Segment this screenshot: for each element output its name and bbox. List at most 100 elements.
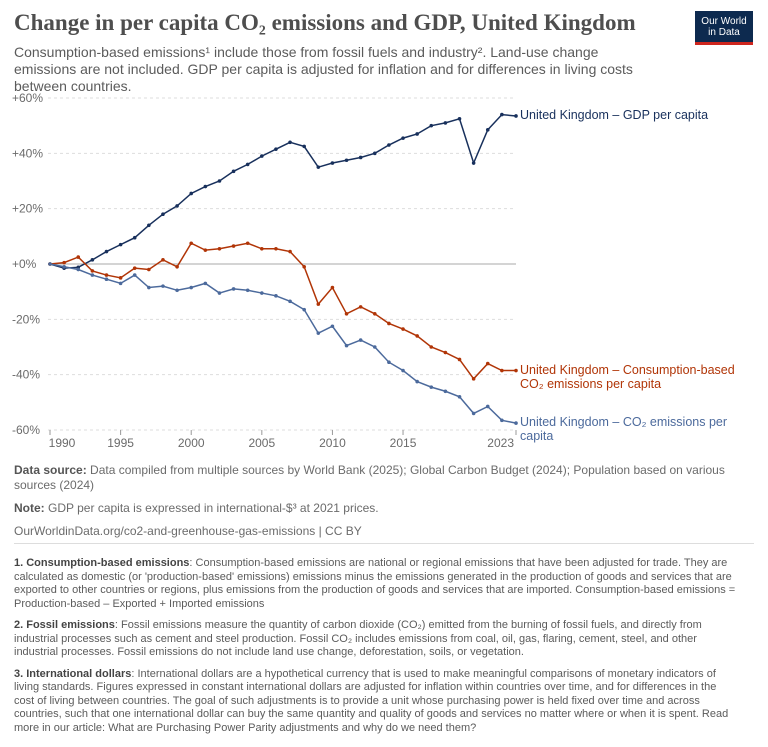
data-point (245, 241, 250, 246)
data-point (147, 223, 151, 228)
data-point (104, 277, 109, 282)
data-point (330, 324, 335, 329)
url[interactable]: OurWorldinData.org/co2-and-greenhouse-ga… (14, 524, 362, 538)
data-point (457, 116, 462, 121)
footnote: 3. International dollars: International … (14, 668, 739, 736)
data-point (203, 281, 208, 286)
data-point (90, 258, 95, 262)
data-point (161, 258, 165, 262)
x-tick-label: 2010 (319, 436, 346, 450)
data-point (500, 368, 504, 373)
data-point (457, 357, 462, 362)
series-label[interactable]: United Kingdom – Consumption-based CO₂ e… (520, 362, 735, 391)
data-point (189, 285, 194, 290)
data-point (217, 291, 222, 295)
data-point (274, 294, 278, 298)
x-tick-label: 2005 (248, 436, 275, 450)
data-point (330, 161, 335, 165)
x-tick-label: 2015 (390, 436, 417, 450)
footnote: 2. Fossil emissions: Fossil emissions me… (14, 619, 739, 660)
data-point (316, 302, 321, 306)
data-point (217, 179, 222, 183)
data-point (302, 144, 306, 149)
data-point (485, 128, 490, 132)
x-tick-label: 1990 (49, 436, 76, 450)
data-point (260, 291, 264, 295)
data-point (358, 305, 363, 309)
data-point (76, 267, 81, 272)
data-point (288, 299, 292, 304)
data-point (358, 338, 363, 342)
data-point (401, 368, 405, 373)
data-point (132, 235, 137, 240)
data-point (231, 287, 236, 291)
footnote-text: : Fossil emissions measure the quantity … (14, 619, 702, 658)
data-point (161, 212, 165, 216)
data-point (203, 248, 208, 252)
data-point (260, 154, 264, 158)
logo[interactable]: Our World in Data (695, 11, 753, 45)
data-point (147, 285, 151, 290)
data-point (429, 123, 434, 128)
y-tick-label: +40% (12, 146, 43, 160)
data-point (500, 112, 504, 117)
series-line (49, 242, 516, 380)
data-point (372, 151, 377, 156)
data-point (231, 169, 236, 174)
x-tick-label: 2000 (178, 436, 205, 450)
footnote-title: 2. Fossil emissions (14, 619, 115, 631)
y-tick-label: -20% (12, 312, 40, 326)
data-point (274, 246, 278, 251)
data-point (471, 161, 476, 165)
data-point (485, 404, 490, 409)
data-point (415, 132, 419, 136)
data-point (104, 249, 109, 254)
y-tick-label: +60% (12, 91, 43, 105)
data-point (245, 288, 250, 293)
data-point (288, 249, 292, 254)
data-point (260, 246, 264, 251)
source: Data source: Data compiled from multiple… (14, 463, 734, 493)
y-tick-label: +0% (12, 257, 37, 271)
data-point (330, 285, 335, 290)
footnote-text: : Consumption-based emissions are nation… (14, 557, 736, 610)
data-point (401, 327, 405, 331)
data-point (132, 273, 137, 277)
data-point (372, 345, 377, 349)
series-line (49, 263, 517, 424)
y-tick-label: +20% (12, 202, 43, 216)
data-point (415, 379, 419, 384)
footnote-text: : International dollars are a hypothetic… (14, 667, 729, 734)
data-point (104, 273, 109, 277)
data-point (443, 121, 448, 125)
y-tick-label: -40% (12, 368, 40, 382)
data-point (302, 307, 306, 312)
source-text: Data compiled from multiple sources by W… (14, 463, 725, 492)
x-tick-label: 1995 (107, 436, 134, 450)
note-label: Note: (14, 501, 45, 515)
data-point (90, 273, 95, 277)
data-point (175, 288, 179, 293)
data-point (302, 264, 306, 269)
data-point (175, 204, 179, 208)
data-point (471, 411, 476, 416)
series-line (49, 113, 517, 269)
logo-line: Our World (701, 16, 747, 27)
data-point (288, 140, 292, 145)
data-point (132, 266, 137, 270)
data-point (274, 147, 278, 151)
data-point (217, 246, 222, 251)
data-point (316, 165, 321, 169)
data-point (372, 312, 377, 316)
data-point (62, 264, 66, 269)
series-label[interactable]: United Kingdom – CO₂ emissions per capit… (520, 415, 728, 444)
data-point (401, 136, 405, 140)
data-point (147, 267, 151, 272)
series-label[interactable]: United Kingdom – GDP per capita (520, 107, 709, 122)
data-point (344, 312, 349, 316)
data-point (203, 184, 208, 189)
data-point (443, 389, 448, 394)
notes: 1. Consumption-based emissions: Consumpt… (14, 557, 739, 743)
footnote: 1. Consumption-based emissions: Consumpt… (14, 557, 739, 611)
